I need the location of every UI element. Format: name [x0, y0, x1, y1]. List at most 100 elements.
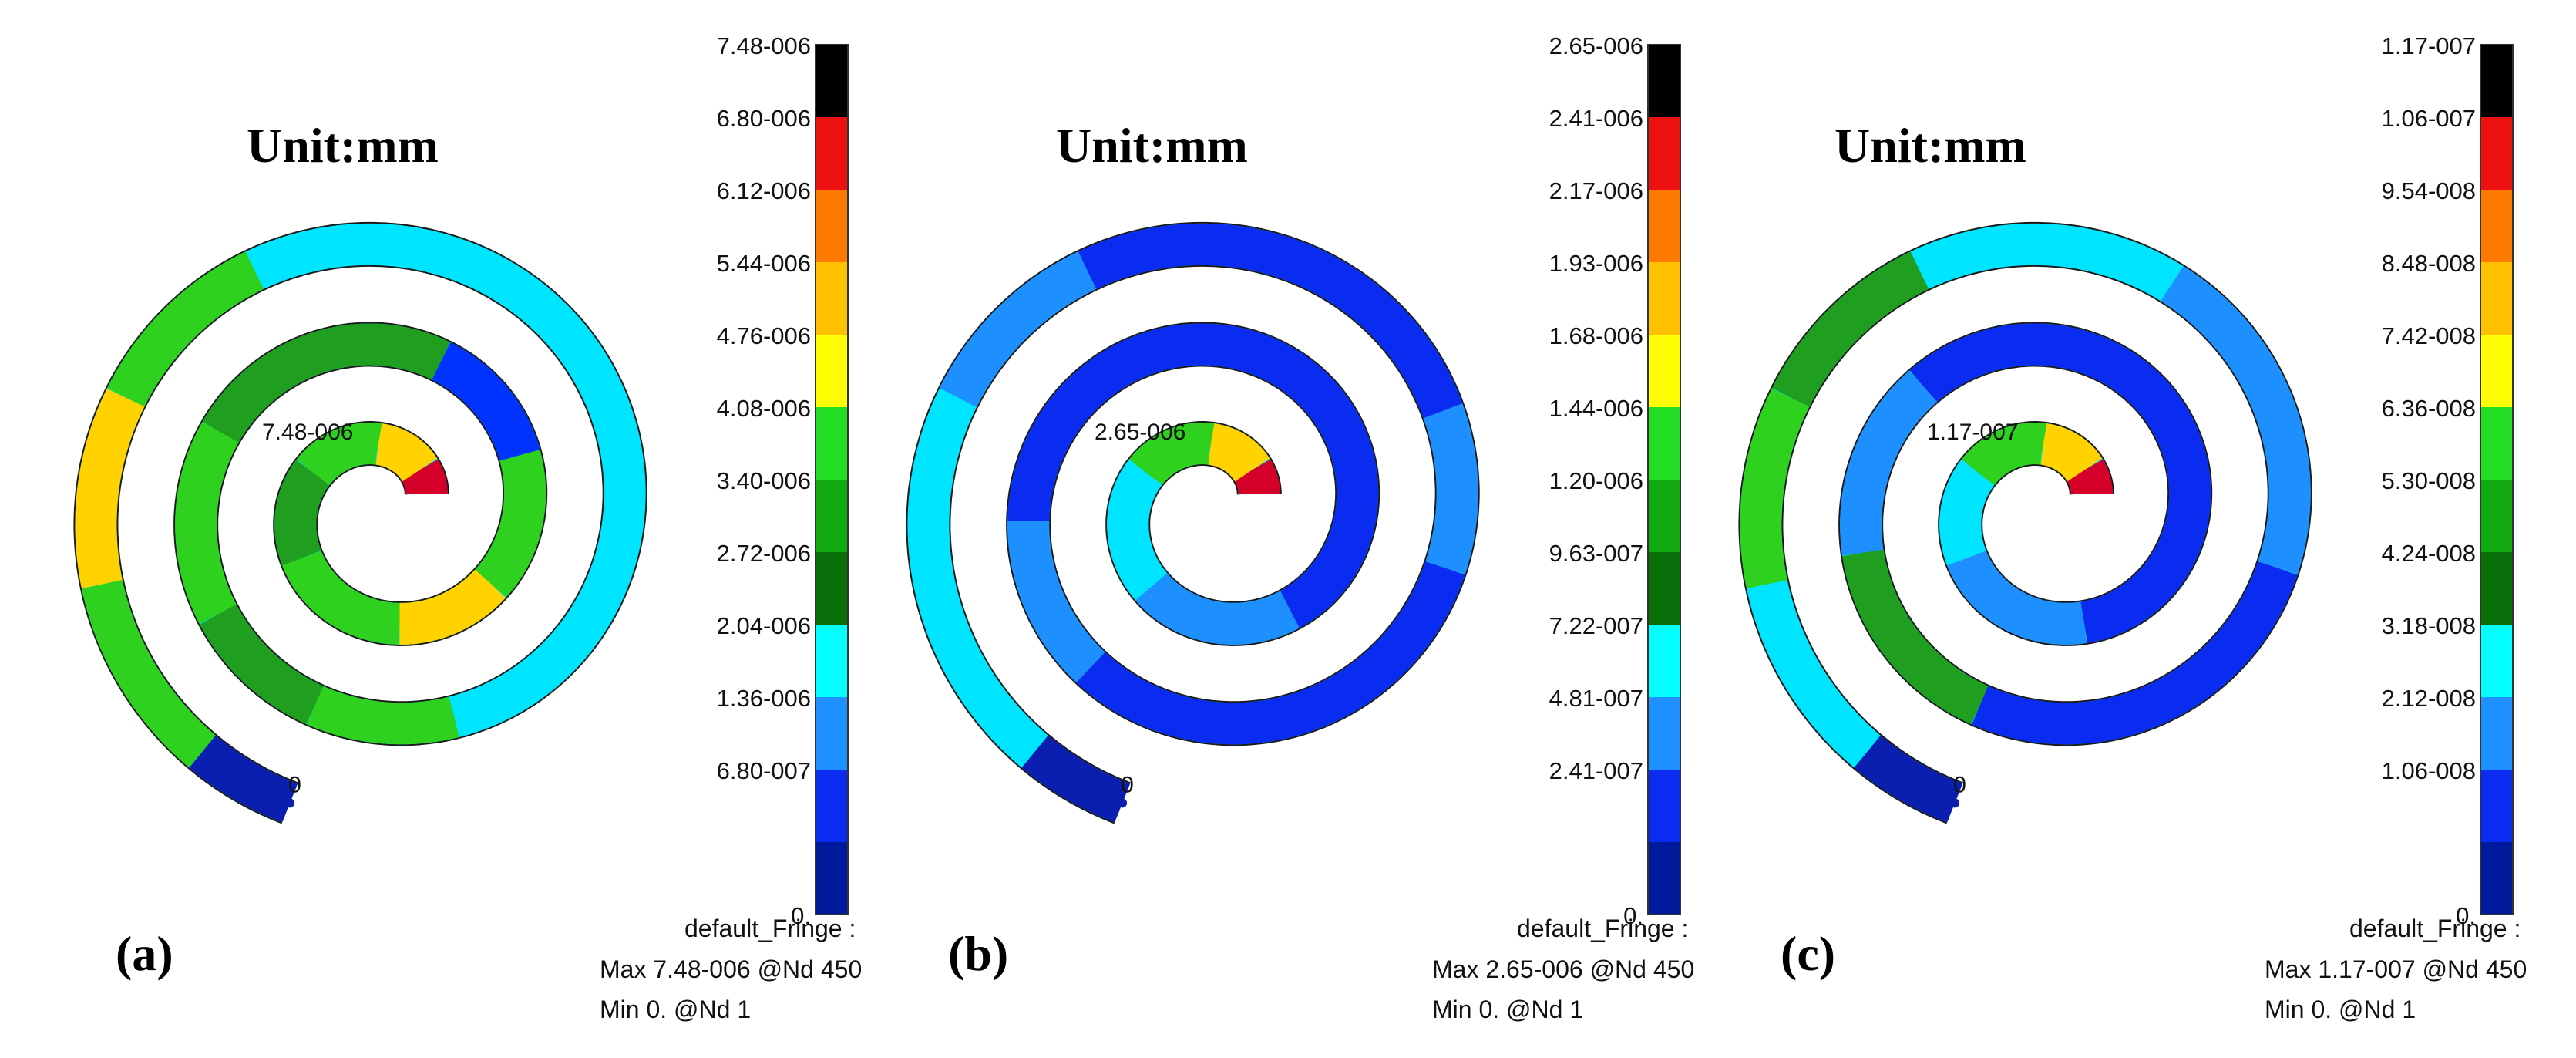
fringe-min: Min 0. @Nd 1 — [600, 996, 751, 1023]
color-bar-cell — [2480, 480, 2513, 552]
spiral-fringe-segment — [1772, 251, 1929, 407]
color-bar: 7.48-006 6.80-006 6.12-006 5.44-006 4.76-006… — [717, 32, 849, 929]
color-bar-cell — [1648, 625, 1680, 697]
spiral-tip — [1950, 798, 1960, 808]
color-bar-cell — [1648, 190, 1680, 262]
color-bar-frame — [1647, 44, 1681, 915]
panel-c: Unit:mm 1.17-007 0 (c) 1.17-007 1.06-007 9.54-… — [1738, 32, 2527, 1023]
spiral-fringe-segment — [2040, 423, 2103, 482]
scale-tick-label: 4.08-006 — [717, 395, 811, 422]
max-node-label: 1.17-007 — [1927, 419, 2018, 445]
spiral-fringe-segment — [399, 569, 506, 645]
scale-tick-label: 4.81-007 — [1549, 685, 1643, 712]
scale-tick-label: 1.06-008 — [2382, 757, 2476, 784]
min-node-label: 0 — [1121, 772, 1134, 797]
spiral-fringe-segment — [432, 342, 540, 461]
scale-tick-label: 9.54-008 — [2382, 177, 2476, 204]
panel-b: Unit:mm 2.65-006 0 (b) 2.65-006 2.41-006 2.17-… — [906, 32, 1694, 1023]
spiral-fringe-segment — [200, 604, 324, 725]
spiral-fringe-segment — [1135, 573, 1300, 645]
spiral-fringe-segment — [306, 686, 459, 745]
spiral-fringe-segment — [375, 423, 438, 482]
spiral-fringe-segment — [202, 323, 451, 443]
fringe-max: Max 1.17-007 @Nd 450 — [2265, 955, 2527, 983]
color-bar-cell — [816, 480, 848, 552]
scale-tick-label: 0. — [1623, 902, 1643, 929]
spiral-fringe-segment — [1007, 521, 1105, 683]
color-bar-cell — [1648, 407, 1680, 480]
scale-tick-label: 1.06-007 — [2382, 105, 2476, 132]
color-bar-cell — [816, 770, 848, 842]
color-bar-cell — [2480, 697, 2513, 770]
scale-tick-label: 6.36-008 — [2382, 395, 2476, 422]
color-bar-cell — [2480, 770, 2513, 842]
spiral-tip — [285, 798, 295, 808]
spiral-fringe-segment — [189, 735, 298, 823]
spiral-fringe-segment — [82, 579, 217, 768]
color-bar-cell — [1648, 842, 1680, 915]
max-node-label: 2.65-006 — [1095, 419, 1185, 445]
color-bar-cell — [816, 552, 848, 625]
color-bar-cell — [816, 190, 848, 262]
color-bar-cell — [1648, 262, 1680, 335]
scale-tick-label: 1.93-006 — [1549, 250, 1643, 277]
color-bar-cell — [2480, 45, 2513, 117]
spiral-fringe-segment — [1972, 561, 2298, 745]
color-bar-cell — [1648, 770, 1680, 842]
spiral-fringe-segment — [1128, 423, 1215, 486]
scale-tick-label: 2.41-006 — [1549, 105, 1643, 132]
color-bar-cell — [1648, 117, 1680, 190]
scale-tick-label: 4.76-006 — [717, 322, 811, 349]
color-bar-cell — [816, 117, 848, 190]
spiral-fringe-segment — [1234, 459, 1280, 495]
spiral-fringe-segment — [175, 422, 239, 624]
color-bar-cell — [816, 262, 848, 335]
spiral-fringe-segment — [1909, 323, 2211, 643]
fringe-title: default_Fringe : — [684, 915, 856, 942]
color-bar-cell — [2480, 552, 2513, 625]
min-node-label: 0 — [288, 772, 301, 797]
color-bar-cell — [2480, 407, 2513, 480]
scale-tick-label: 0. — [791, 902, 811, 929]
spiral-fringe-segment — [75, 388, 145, 589]
spiral-fringe-segment — [475, 450, 546, 598]
color-bar-cell — [1648, 697, 1680, 770]
color-bar-cell — [2480, 190, 2513, 262]
scale-tick-label: 5.30-008 — [2382, 467, 2476, 494]
scale-tick-label: 2.04-006 — [717, 612, 811, 639]
scale-tick-label: 6.80-007 — [717, 757, 811, 784]
color-bar: 2.65-006 2.41-006 2.17-006 1.93-006 1.68-006… — [1549, 32, 1681, 929]
panel-label: (a) — [116, 926, 173, 981]
color-bar-cell — [2480, 625, 2513, 697]
scale-tick-label: 2.12-008 — [2382, 685, 2476, 712]
fringe-max: Max 2.65-006 @Nd 450 — [1432, 955, 1694, 983]
fringe-title: default_Fringe : — [1517, 915, 1688, 942]
min-node-label: 0 — [1953, 772, 1966, 797]
color-bar: 1.17-007 1.06-007 9.54-008 8.48-008 7.42-008… — [2382, 32, 2514, 929]
scale-tick-label: 4.24-008 — [2382, 540, 2476, 567]
color-bar-cell — [816, 407, 848, 480]
scale-tick-label: 2.65-006 — [1549, 32, 1643, 59]
spiral-fringe-segment — [1842, 549, 1989, 724]
scale-tick-label: 9.63-007 — [1549, 540, 1643, 567]
color-bar-cell — [816, 45, 848, 117]
unit-title: Unit:mm — [1056, 118, 1248, 173]
spiral-fringe-segment — [1947, 551, 2087, 645]
color-bar-cell — [2480, 117, 2513, 190]
spiral-fringe-segment — [2067, 459, 2113, 495]
spiral-fringe-segment — [296, 423, 382, 486]
spiral-fringe-segment — [449, 623, 594, 737]
scale-tick-label: 2.41-007 — [1549, 757, 1643, 784]
spiral-fringe-segment — [274, 460, 330, 566]
spiral-fringe-segment — [1021, 735, 1131, 823]
scale-tick-label: 7.22-007 — [1549, 612, 1643, 639]
color-bar-cell — [2480, 262, 2513, 335]
unit-title: Unit:mm — [247, 118, 439, 173]
color-bar-frame — [2480, 44, 2514, 915]
color-bar-frame — [815, 44, 849, 915]
scale-tick-label: 1.44-006 — [1549, 395, 1643, 422]
spiral-fringe-segment — [1007, 323, 1379, 628]
fringe-max: Max 7.48-006 @Nd 450 — [600, 955, 862, 983]
max-node-label: 7.48-006 — [262, 419, 353, 445]
scale-tick-label: 6.80-006 — [717, 105, 811, 132]
